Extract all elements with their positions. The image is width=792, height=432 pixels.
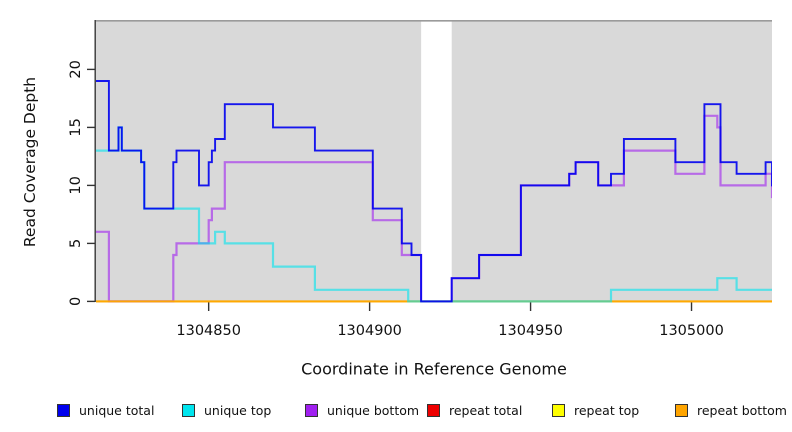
y-tick-label: 10 [68, 176, 84, 194]
no-data-gap [421, 21, 452, 301]
legend-label-repeat-bottom: repeat bottom [697, 402, 787, 418]
legend-item-unique-top: unique top [182, 401, 271, 419]
legend-label-unique-bottom: unique bottom [327, 402, 420, 418]
legend-swatch-unique-bottom [305, 403, 318, 417]
legend-swatch-repeat-bottom [675, 403, 688, 417]
legend-item-repeat-total: repeat total [427, 401, 522, 419]
legend-label-unique-total: unique total [79, 402, 155, 418]
legend-label-repeat-top: repeat top [574, 402, 640, 418]
x-axis-title: Coordinate in Reference Genome [301, 359, 567, 379]
y-axis-title: Read Coverage Depth [21, 76, 39, 248]
legend-item-unique-bottom: unique bottom [305, 401, 419, 419]
legend-item-repeat-bottom: repeat bottom [675, 401, 787, 419]
series-line-unique-total [96, 80, 772, 303]
y-tick-label: 20 [68, 60, 84, 78]
legend-swatch-repeat-total [427, 403, 440, 417]
legend-item-repeat-top: repeat top [552, 401, 639, 419]
legend-label-unique-top: unique top [204, 402, 272, 418]
legend-swatch-repeat-top [552, 403, 565, 417]
legend-swatch-unique-top [182, 403, 195, 417]
y-tick-label: 0 [68, 297, 84, 306]
x-tick-label: 1304900 [337, 323, 402, 339]
legend: unique total unique top unique bottom re… [0, 401, 792, 423]
y-tick-label: 15 [68, 118, 84, 136]
series-lines [96, 80, 772, 303]
y-tick-label: 5 [68, 239, 84, 248]
legend-swatch-unique-total [57, 403, 70, 417]
x-tick-label: 1304950 [498, 323, 563, 339]
legend-item-unique-total: unique total [57, 401, 154, 419]
x-tick-label: 1305000 [659, 323, 724, 339]
legend-label-repeat-total: repeat total [449, 402, 523, 418]
x-tick-label: 1304850 [176, 323, 241, 339]
